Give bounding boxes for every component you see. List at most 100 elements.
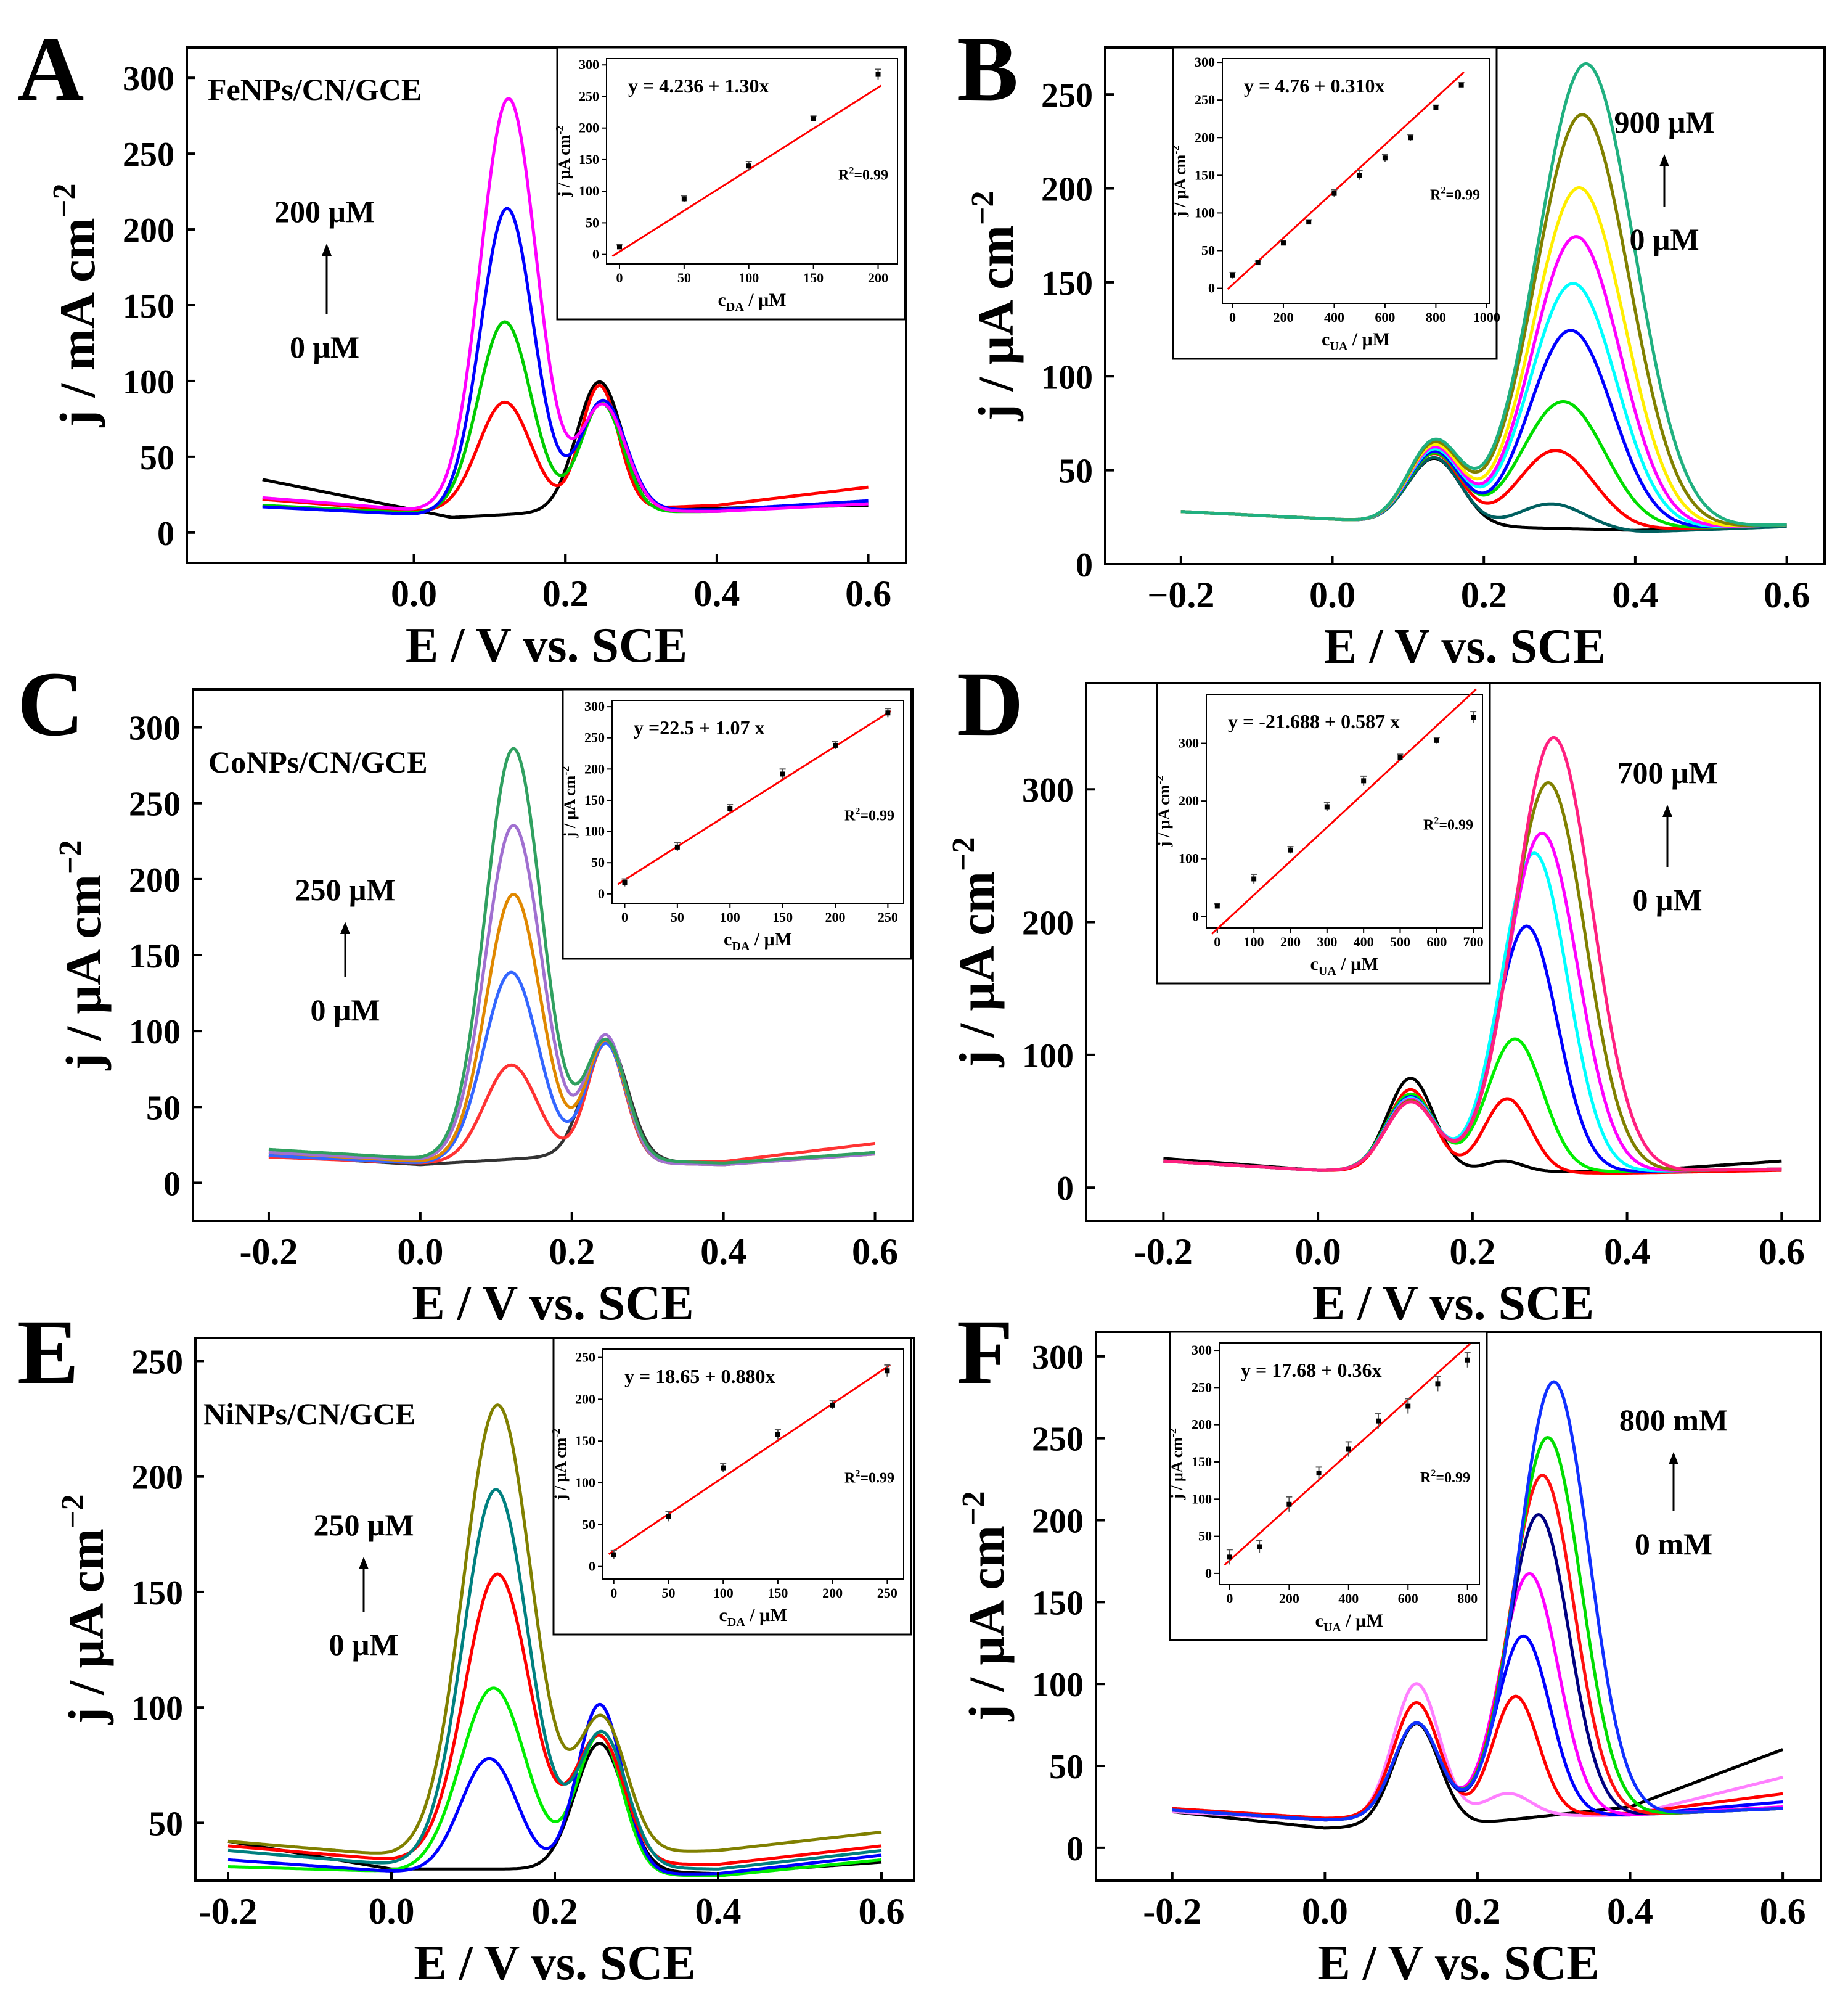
inset-x-label-sub: DA [732, 940, 750, 953]
inset-data-point [611, 1552, 616, 1557]
y-tick-label: 0 [1066, 1830, 1084, 1868]
panel-letter: A [17, 18, 84, 120]
inset-y-label-main: j / μA cm [1168, 1437, 1186, 1500]
inset-y-label-main: j / μA cm [1171, 154, 1189, 217]
x-axis-label: E / V vs. SCE [1312, 1276, 1594, 1331]
x-tick-label: 0.6 [845, 573, 891, 614]
series-line-3 [227, 1702, 882, 1876]
y-tick-label: 250 [1041, 76, 1093, 115]
y-tick-label: 150 [123, 287, 174, 326]
inset-data-point [885, 1368, 890, 1374]
electrode-label: NiNPs/CN/GCE [203, 1397, 415, 1431]
inset-equation: y = 17.68 + 0.36x [1241, 1359, 1381, 1381]
y-tick-label: 100 [131, 1689, 183, 1728]
inset-r2-sup: 2 [855, 1469, 860, 1479]
inset-x-label-sub: UA [1330, 340, 1347, 353]
inset-r2-sup: 2 [849, 166, 854, 176]
inset-y-tick-label: 200 [1192, 1417, 1212, 1432]
inset-x-tick-label: 100 [738, 270, 759, 285]
inset-y-tick-label: 100 [1195, 205, 1215, 220]
inset-data-point [775, 1432, 780, 1437]
y-tick-label: 100 [1041, 358, 1093, 396]
inset-frame [606, 58, 898, 265]
inset-data-point [885, 710, 891, 716]
inset-data-point [1286, 1501, 1292, 1507]
inset-data-point [622, 880, 628, 885]
y-axis-label: j / mA cm−2 [47, 184, 105, 428]
series-group [268, 747, 875, 1167]
inset-y-tick-label: 100 [1179, 851, 1199, 866]
x-tick-label: −0.2 [1147, 575, 1214, 615]
inset-y-tick-label: 50 [582, 1517, 595, 1532]
y-axis-label-main: j / μA cm [968, 225, 1024, 421]
inset-data-point [1433, 105, 1439, 110]
panel-letter: B [957, 18, 1018, 120]
y-tick-label: 50 [140, 439, 174, 477]
electrode-label: CoNPs/CN/GCE [208, 745, 428, 779]
inset-x-label-main: c [719, 1605, 727, 1625]
y-tick-label: 100 [123, 363, 174, 401]
inset-equation: y = 18.65 + 0.880x [624, 1365, 775, 1387]
series-line-2 [268, 1041, 875, 1165]
inset-data-point [681, 196, 687, 202]
inset-data-point [1331, 191, 1337, 196]
inset-x-label-sub: DA [727, 1615, 745, 1629]
inset-equation: y = 4.236 + 1.30x [628, 75, 769, 97]
inset-x-tick-label: 1000 [1473, 310, 1500, 325]
inset-x-tick-label: 600 [1398, 1591, 1418, 1606]
inset-x-label-sub: UA [1319, 964, 1336, 978]
series-line-3 [1163, 1037, 1782, 1173]
series-line-2 [227, 1686, 882, 1877]
inset-data-point [1405, 1403, 1411, 1409]
series-group [1172, 1380, 1783, 1830]
inset-data-point [1257, 1544, 1262, 1549]
inset-data-point [1280, 240, 1286, 246]
inset-data-point [1255, 260, 1261, 266]
inset-y-label-sup: -2 [550, 1429, 562, 1438]
conc-bottom-label: 0 μM [329, 1627, 398, 1662]
inset-data-point [616, 244, 622, 250]
inset-r2: R2=0.99 [844, 806, 894, 824]
series-line-5 [262, 97, 869, 513]
x-tick-label: 0.2 [542, 573, 589, 614]
y-tick-label: 100 [1022, 1037, 1074, 1075]
inset-x-tick-label: 150 [772, 909, 793, 925]
conc-arrow-head [1659, 154, 1669, 166]
inset-data-point [1465, 1357, 1470, 1363]
inset-x-label: cUA / μM [1315, 1610, 1384, 1635]
series-line-2 [1172, 1682, 1783, 1822]
x-tick-label: 0.4 [1607, 1891, 1653, 1932]
inset-data-point [1251, 876, 1257, 882]
inset-y-label-sup: -2 [1166, 1428, 1179, 1437]
inset-data-point [1408, 135, 1413, 141]
inset-y-tick-label: 200 [579, 120, 599, 136]
inset-r2-sup: 2 [1434, 816, 1439, 826]
inset-x-tick-label: 600 [1426, 934, 1447, 950]
inset-y-tick-label: 100 [584, 824, 605, 839]
y-tick-label: 0 [157, 515, 174, 553]
inset-x-label: cUA / μM [1310, 954, 1379, 978]
inset-x-label-tail: / μM [1336, 954, 1379, 974]
inset-r2: R2=0.99 [838, 166, 888, 184]
inset-y-tick-label: 200 [584, 761, 605, 776]
x-tick-label: 0.4 [1612, 575, 1658, 615]
inset-y-label-main: j / μA cm [1155, 784, 1173, 847]
x-tick-label: 0.2 [1461, 575, 1507, 615]
inset-y-tick-label: 250 [1195, 92, 1215, 107]
inset-data-point [1306, 220, 1312, 225]
inset-x-label: cDA / μM [718, 290, 787, 314]
inset-data-point [727, 806, 733, 811]
inset-x-tick-label: 700 [1463, 934, 1484, 950]
panel-letter: E [17, 1301, 79, 1403]
y-tick-label: 250 [131, 1343, 183, 1381]
inset-y-label-main: j / μA cm [555, 134, 573, 197]
inset-y-tick-label: 150 [1192, 1454, 1212, 1469]
inset-r2-tail: =0.99 [854, 168, 888, 184]
inset-y-tick-label: 50 [586, 215, 599, 230]
inset-equation: y = -21.688 + 0.587 x [1228, 710, 1400, 732]
inset-x-label-tail: / μM [744, 290, 787, 310]
